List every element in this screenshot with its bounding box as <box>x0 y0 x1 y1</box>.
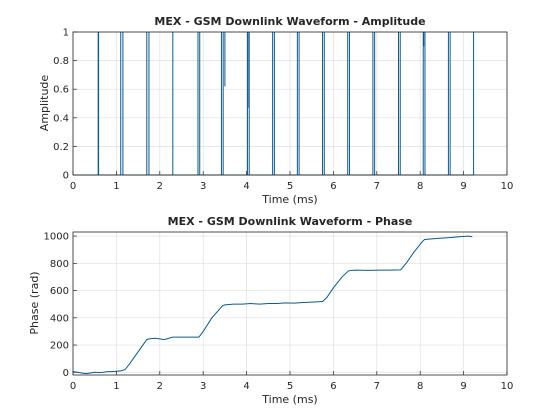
phase-x-tick-label: 2 <box>157 381 163 392</box>
amplitude-x-tick-label: 7 <box>374 181 380 192</box>
phase-y-axis-label: Phase (rad) <box>28 271 41 334</box>
amplitude-y-tick-label: 0.8 <box>53 56 69 67</box>
phase-panel: MEX - GSM Downlink Waveform - Phase Time… <box>28 215 513 406</box>
amplitude-y-tick-label: 0.4 <box>53 113 69 124</box>
phase-x-tick-label: 9 <box>460 381 466 392</box>
phase-y-tick-label: 200 <box>50 341 69 352</box>
amplitude-x-tick-label: 8 <box>417 181 423 192</box>
amplitude-x-tick-label: 2 <box>157 181 163 192</box>
amplitude-x-tick-label: 1 <box>113 181 119 192</box>
amplitude-y-tick-label: 0.2 <box>53 142 69 153</box>
phase-y-tick-label: 1000 <box>44 232 69 243</box>
phase-chart-title: MEX - GSM Downlink Waveform - Phase <box>168 215 413 228</box>
phase-y-tick-label: 400 <box>50 313 69 324</box>
phase-x-tick-label: 5 <box>287 381 293 392</box>
phase-x-tick-label: 1 <box>113 381 119 392</box>
phase-x-tick-label: 7 <box>374 381 380 392</box>
amplitude-panel: MEX - GSM Downlink Waveform - Amplitude … <box>38 15 513 206</box>
amplitude-x-tick-label: 3 <box>200 181 206 192</box>
amplitude-axes-box <box>72 31 508 176</box>
amplitude-y-axis-label: Amplitude <box>38 75 51 132</box>
amplitude-y-tick-label: 0 <box>63 171 69 182</box>
amplitude-chart-title: MEX - GSM Downlink Waveform - Amplitude <box>154 15 425 28</box>
amplitude-x-tick-label: 0 <box>70 181 76 192</box>
amplitude-y-tick-label: 0.6 <box>53 85 69 96</box>
phase-x-tick-label: 8 <box>417 381 423 392</box>
phase-x-tick-label: 3 <box>200 381 206 392</box>
phase-y-tick-label: 800 <box>50 259 69 270</box>
phase-x-tick-label: 10 <box>501 381 514 392</box>
amplitude-x-tick-label: 4 <box>243 181 249 192</box>
phase-y-tick-label: 0 <box>63 368 69 379</box>
phase-x-tick-label: 0 <box>70 381 76 392</box>
amplitude-x-tick-label: 9 <box>460 181 466 192</box>
phase-x-axis-label: Time (ms) <box>261 393 317 406</box>
amplitude-x-tick-label: 6 <box>330 181 336 192</box>
amplitude-x-tick-label: 5 <box>287 181 293 192</box>
phase-series-line <box>72 235 473 375</box>
phase-y-tick-label: 600 <box>50 286 69 297</box>
phase-x-tick-label: 6 <box>330 381 336 392</box>
amplitude-x-tick-label: 10 <box>501 181 514 192</box>
phase-plot-area <box>72 235 473 375</box>
amplitude-y-tick-label: 1 <box>63 28 69 39</box>
phase-axes-box <box>72 231 508 376</box>
amplitude-x-axis-label: Time (ms) <box>261 193 317 206</box>
phase-x-tick-label: 4 <box>243 381 249 392</box>
